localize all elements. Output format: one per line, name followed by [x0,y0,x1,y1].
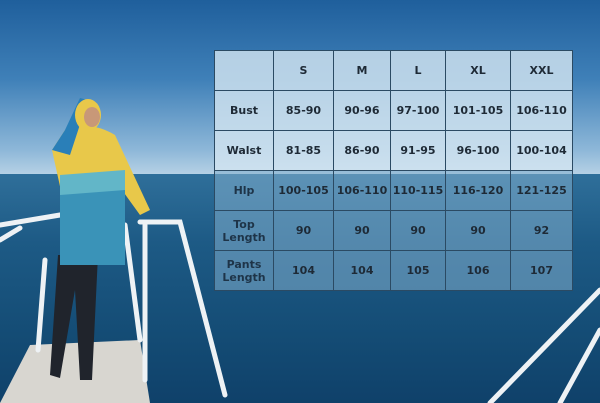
table-row-hip: Hlp 100-105 106-110 110-115 116-120 121-… [214,170,573,211]
cell: 104 [333,250,391,291]
row-label: Bust [214,90,274,131]
size-l: L [390,50,446,91]
table-row-waist: Walst 81-85 86-90 91-95 96-100 100-104 [214,130,573,171]
cell: 91-95 [390,130,446,171]
table-row-top-length: Top Length 90 90 90 90 92 [214,210,573,251]
cell: 90 [445,210,511,251]
cell: 107 [510,250,573,291]
cell: 106-110 [333,170,391,211]
cell: 100-105 [273,170,334,211]
cell: 116-120 [445,170,511,211]
cell: 90 [333,210,391,251]
cell: 81-85 [273,130,334,171]
cell: 96-100 [445,130,511,171]
cell: 104 [273,250,334,291]
size-xl: XL [445,50,511,91]
cell: 100-104 [510,130,573,171]
size-xxl: XXL [510,50,573,91]
cell: 110-115 [390,170,446,211]
row-label: Pants Length [214,250,274,291]
row-label: Hlp [214,170,274,211]
cell: 121-125 [510,170,573,211]
row-label: Walst [214,130,274,171]
cell: 106-110 [510,90,573,131]
cell: 106 [445,250,511,291]
cell: 101-105 [445,90,511,131]
cell: 85-90 [273,90,334,131]
size-chart-table: S M L XL XXL Bust 85-90 90-96 97-100 101… [214,50,573,291]
cell: 92 [510,210,573,251]
cell: 90 [390,210,446,251]
cell: 90 [273,210,334,251]
table-row-bust: Bust 85-90 90-96 97-100 101-105 106-110 [214,90,573,131]
cell: 97-100 [390,90,446,131]
cell: 105 [390,250,446,291]
cell: 86-90 [333,130,391,171]
row-label: Top Length [214,210,274,251]
size-s: S [273,50,334,91]
size-m: M [333,50,391,91]
table-row-pants-length: Pants Length 104 104 105 106 107 [214,250,573,291]
size-header-row: S M L XL XXL [214,50,573,91]
cell: 90-96 [333,90,391,131]
corner-cell [214,50,274,91]
